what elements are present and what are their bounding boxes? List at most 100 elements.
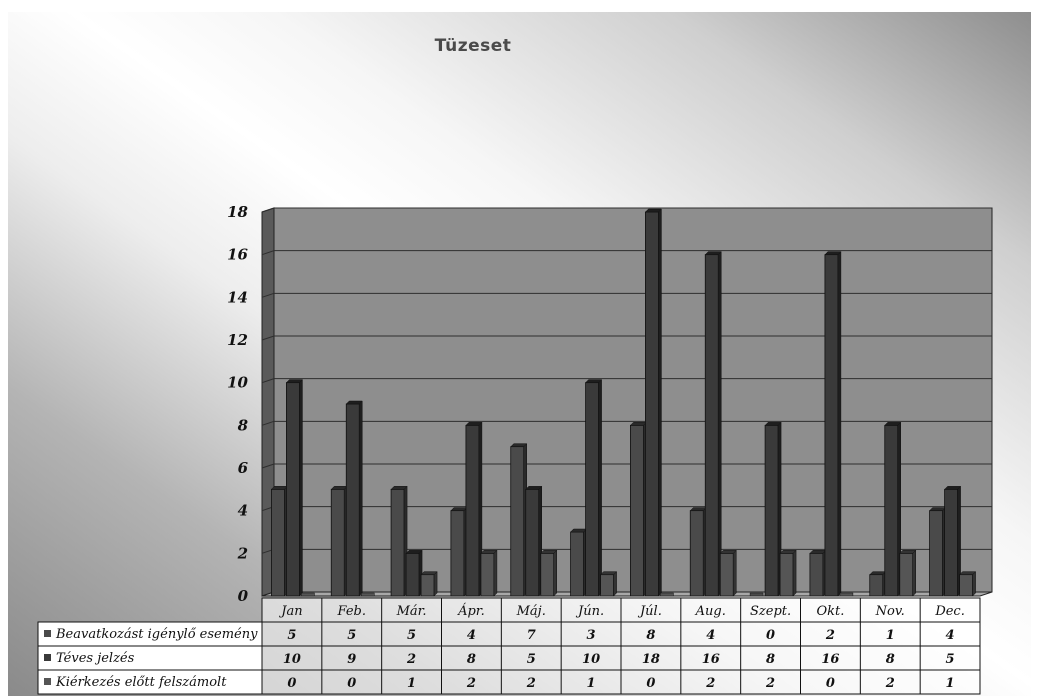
bar-top (420, 571, 438, 575)
table-cell-value: 5 (407, 628, 416, 643)
bar-side (299, 379, 303, 597)
plot-floor (261, 591, 993, 597)
bar (824, 254, 839, 597)
bar-side (837, 251, 842, 597)
bar (570, 531, 584, 597)
gridline (261, 292, 992, 298)
table-cell-value: 1 (407, 676, 416, 691)
table-cell-value: 8 (766, 652, 775, 667)
bar (390, 488, 405, 597)
y-tick-label: 8 (238, 416, 249, 434)
bar-top (629, 422, 648, 426)
legend-series-label: Kiérkezés előtt felszámolt (55, 675, 227, 690)
gridline (261, 420, 992, 426)
x-category-label: Máj. (516, 604, 546, 619)
table-cell-value: 0 (766, 628, 775, 643)
x-category-label: Szept. (750, 604, 791, 619)
bar (405, 552, 420, 597)
bar-side (718, 251, 722, 597)
bar-top (869, 571, 887, 575)
bar (510, 446, 525, 597)
table-cell-value: 2 (705, 676, 715, 691)
bar-side (613, 571, 617, 597)
bar-top (540, 550, 558, 554)
bar (809, 552, 824, 597)
bar-top (809, 550, 827, 554)
bar-side (792, 549, 797, 597)
bar (719, 552, 734, 597)
bar-top (943, 486, 962, 490)
table-cell-value: 8 (886, 652, 895, 667)
bar-top (345, 400, 363, 405)
bar-top (480, 550, 498, 554)
bar-top (689, 507, 707, 511)
x-category-label: Nov. (875, 604, 905, 619)
table-cell-value: 4 (706, 628, 715, 643)
x-category-label: Aug. (695, 604, 726, 619)
bar-side (658, 208, 662, 597)
bar-top (958, 571, 977, 575)
table-cell-value: 2 (765, 676, 775, 691)
bar (944, 488, 958, 597)
legend-series-label: Téves jelzés (56, 651, 135, 666)
bar (630, 424, 644, 597)
bar (899, 552, 914, 597)
bar (749, 592, 764, 597)
bar-side (972, 571, 976, 597)
bar-top (390, 486, 408, 490)
table-cell-value: 5 (946, 652, 955, 667)
x-category-label: Jún. (575, 604, 604, 619)
bar-side (493, 549, 498, 597)
bar-top (405, 550, 423, 554)
table-cell-value: 16 (702, 652, 720, 667)
bar-top (584, 379, 603, 383)
bar-side (912, 549, 916, 597)
table-label-column (37, 621, 263, 695)
y-tick-label: 18 (227, 203, 248, 221)
gridline (261, 335, 992, 341)
bar-side (553, 549, 557, 597)
bar-top (330, 486, 348, 490)
x-category-label: Jan (278, 604, 302, 619)
bar (301, 592, 315, 597)
table-cell-value: 2 (825, 628, 835, 643)
chart-title: Tüzeset (434, 36, 512, 56)
bar-top (928, 507, 947, 511)
table-cell-value: 5 (287, 628, 296, 643)
gridline (261, 378, 992, 384)
table-cell-value: 0 (826, 676, 835, 691)
table-cell-value: 5 (527, 652, 536, 667)
bar (764, 424, 779, 597)
bar (345, 403, 360, 597)
x-category-label: Júl. (637, 604, 662, 619)
bar-top (644, 208, 663, 213)
bar (330, 488, 345, 597)
bar (450, 510, 465, 597)
bar (540, 552, 555, 597)
bar (689, 510, 704, 597)
bar-top (719, 550, 737, 554)
bar (271, 488, 285, 597)
bar-top (824, 251, 842, 255)
legend-series-label: Beavatkozást igénylő esemény (55, 627, 258, 642)
gridline (261, 207, 992, 213)
table-cell-value: 10 (582, 652, 600, 667)
table-cell-value: 18 (642, 652, 660, 667)
legend-swatch (44, 678, 51, 685)
bar (525, 488, 540, 597)
y-tick-label: 16 (227, 246, 248, 264)
bar-top (899, 550, 917, 554)
x-category-label: Ápr. (457, 603, 485, 619)
table-cell-value: 1 (886, 628, 895, 643)
y-tick-label: 14 (227, 288, 248, 306)
bar-top (704, 251, 722, 255)
y-tick-label: 0 (238, 587, 249, 605)
table-cell-value: 2 (526, 676, 536, 691)
table-cell-value: 10 (283, 652, 301, 667)
bar (420, 574, 435, 597)
x-category-label: Feb. (337, 604, 366, 619)
bar-top (779, 550, 797, 554)
table-cell-value: 0 (287, 676, 296, 691)
table-cell-value: 2 (885, 676, 895, 691)
bar (645, 211, 659, 597)
